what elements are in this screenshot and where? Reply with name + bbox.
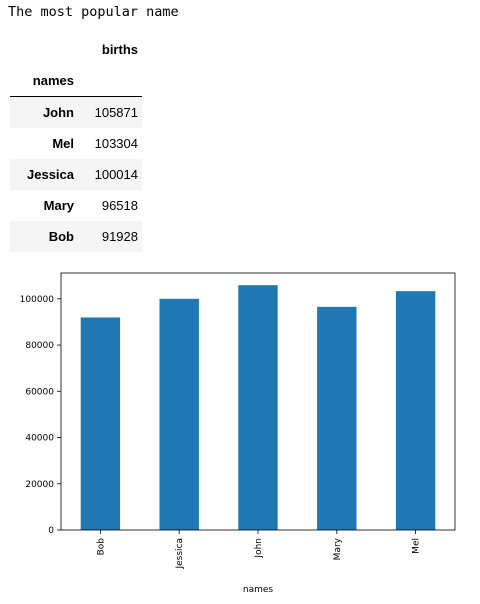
chart-plot-group: 0 20000 40000 60000 80000 100000 Bob Jessica Joh…	[20, 272, 456, 595]
y-tick-label: 0	[48, 526, 54, 536]
x-axis-label: names	[243, 585, 274, 595]
index-name-row: names	[10, 65, 142, 97]
row-value: 105871	[82, 96, 142, 128]
x-tick-label: Jessica	[175, 538, 185, 570]
x-tick-label: John	[254, 538, 264, 559]
chart-bar	[395, 291, 436, 530]
births-bar-chart: 0 20000 40000 60000 80000 100000 Bob Jessica Joh…	[20, 272, 456, 595]
table-row: Mel 103304	[10, 128, 142, 159]
index-name-label: names	[10, 65, 82, 97]
x-tick-label: Mary	[333, 537, 343, 560]
chart-bar	[80, 317, 121, 530]
row-value: 91928	[82, 221, 142, 252]
column-header-row: births	[10, 34, 142, 65]
y-tick-label: 40000	[25, 434, 54, 444]
table-row: Mary 96518	[10, 190, 142, 221]
x-tick-label: Mel	[412, 538, 422, 554]
table-row: John 105871	[10, 96, 142, 128]
y-tick-label: 100000	[20, 295, 55, 305]
table-row: Jessica 100014	[10, 159, 142, 190]
y-tick-label: 60000	[25, 387, 54, 397]
row-index: Jessica	[10, 159, 82, 190]
chart-bar	[317, 306, 357, 530]
row-index: Mel	[52, 136, 74, 151]
chart-bar	[238, 285, 278, 530]
row-index: John	[10, 96, 82, 128]
table-row: Bob 91928	[10, 221, 142, 252]
dataframe-table: births names John 105871 Mel 103304 Jess…	[10, 34, 142, 252]
chart-bar	[159, 298, 199, 530]
row-value: 96518	[101, 198, 138, 213]
plot-frame	[60, 272, 456, 531]
y-tick-label: 20000	[25, 480, 54, 490]
row-index: Mary	[43, 198, 74, 213]
row-value: 100014	[82, 159, 142, 190]
x-tick-label: Bob	[96, 538, 106, 556]
row-value: 103304	[94, 136, 138, 151]
column-header-births: births	[101, 42, 138, 57]
y-tick-label: 80000	[25, 341, 54, 351]
output-heading: The most popular name	[8, 4, 179, 20]
row-index: Bob	[10, 221, 82, 252]
